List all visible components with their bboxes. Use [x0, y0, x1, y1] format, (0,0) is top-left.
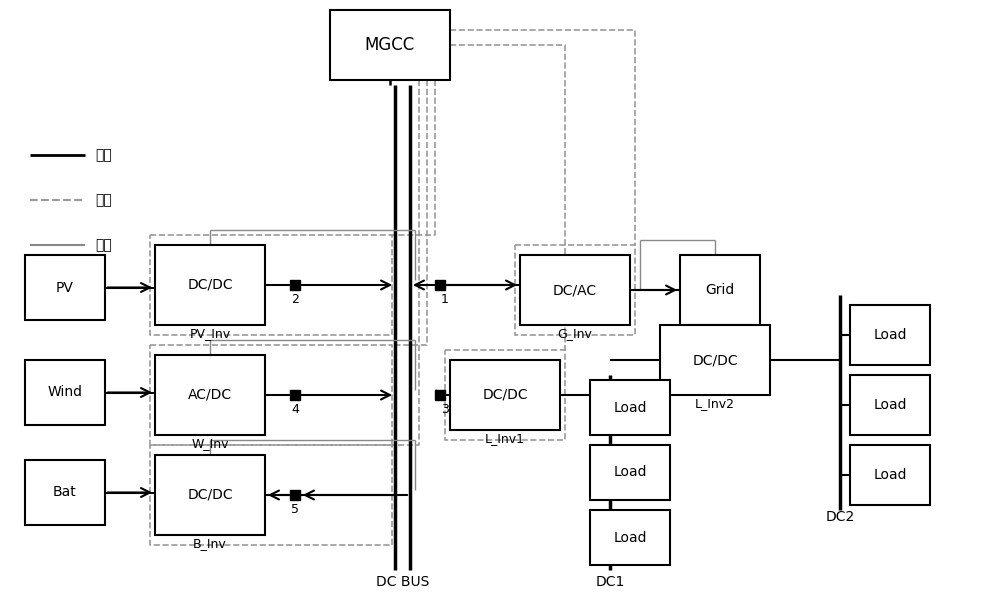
Bar [290, 280, 300, 290]
FancyBboxPatch shape [155, 455, 265, 535]
Text: AC/DC: AC/DC [188, 388, 232, 402]
FancyBboxPatch shape [590, 510, 670, 565]
Text: B_Inv: B_Inv [193, 537, 227, 550]
FancyBboxPatch shape [850, 305, 930, 365]
Text: L_Inv2: L_Inv2 [695, 397, 735, 410]
Text: DC/DC: DC/DC [187, 488, 233, 502]
Text: Bat: Bat [53, 485, 77, 500]
Text: G_Inv: G_Inv [558, 327, 592, 340]
FancyBboxPatch shape [680, 255, 760, 325]
Text: Load: Load [873, 398, 907, 412]
Bar [290, 390, 300, 400]
FancyBboxPatch shape [850, 375, 930, 435]
FancyBboxPatch shape [155, 245, 265, 325]
Text: PV: PV [56, 281, 74, 294]
FancyBboxPatch shape [660, 325, 770, 395]
Text: DC/DC: DC/DC [482, 388, 528, 402]
FancyBboxPatch shape [590, 380, 670, 435]
Text: MGCC: MGCC [365, 36, 415, 54]
Text: DC/DC: DC/DC [187, 278, 233, 292]
FancyBboxPatch shape [155, 355, 265, 435]
FancyBboxPatch shape [520, 255, 630, 325]
Text: DC1: DC1 [595, 575, 625, 589]
Text: Load: Load [613, 465, 647, 480]
Text: W_Inv: W_Inv [191, 437, 229, 450]
Text: Load: Load [873, 328, 907, 342]
Text: DC/AC: DC/AC [553, 283, 597, 297]
Text: Wind: Wind [48, 385, 82, 400]
Text: DC/DC: DC/DC [692, 353, 738, 367]
Text: DC BUS: DC BUS [376, 575, 429, 589]
Text: Load: Load [613, 400, 647, 415]
Text: Load: Load [613, 530, 647, 544]
Text: 4: 4 [291, 403, 299, 416]
Text: 5: 5 [291, 503, 299, 516]
Text: 电路: 电路 [95, 148, 112, 162]
Text: Grid: Grid [705, 283, 735, 297]
Text: Load: Load [873, 468, 907, 482]
FancyBboxPatch shape [25, 460, 105, 525]
Bar [435, 280, 445, 290]
Text: DC2: DC2 [825, 510, 855, 524]
Bar [435, 390, 445, 400]
Text: 采集: 采集 [95, 238, 112, 252]
FancyBboxPatch shape [850, 445, 930, 505]
Text: 1: 1 [441, 293, 449, 306]
Text: 通信: 通信 [95, 193, 112, 207]
FancyBboxPatch shape [590, 445, 670, 500]
Bar [290, 490, 300, 500]
FancyBboxPatch shape [25, 255, 105, 320]
Text: L_Inv1: L_Inv1 [485, 432, 525, 445]
Text: 2: 2 [291, 293, 299, 306]
FancyBboxPatch shape [450, 360, 560, 430]
Text: 3: 3 [441, 403, 449, 416]
FancyBboxPatch shape [330, 10, 450, 80]
Text: PV_Inv: PV_Inv [189, 327, 231, 340]
FancyBboxPatch shape [25, 360, 105, 425]
